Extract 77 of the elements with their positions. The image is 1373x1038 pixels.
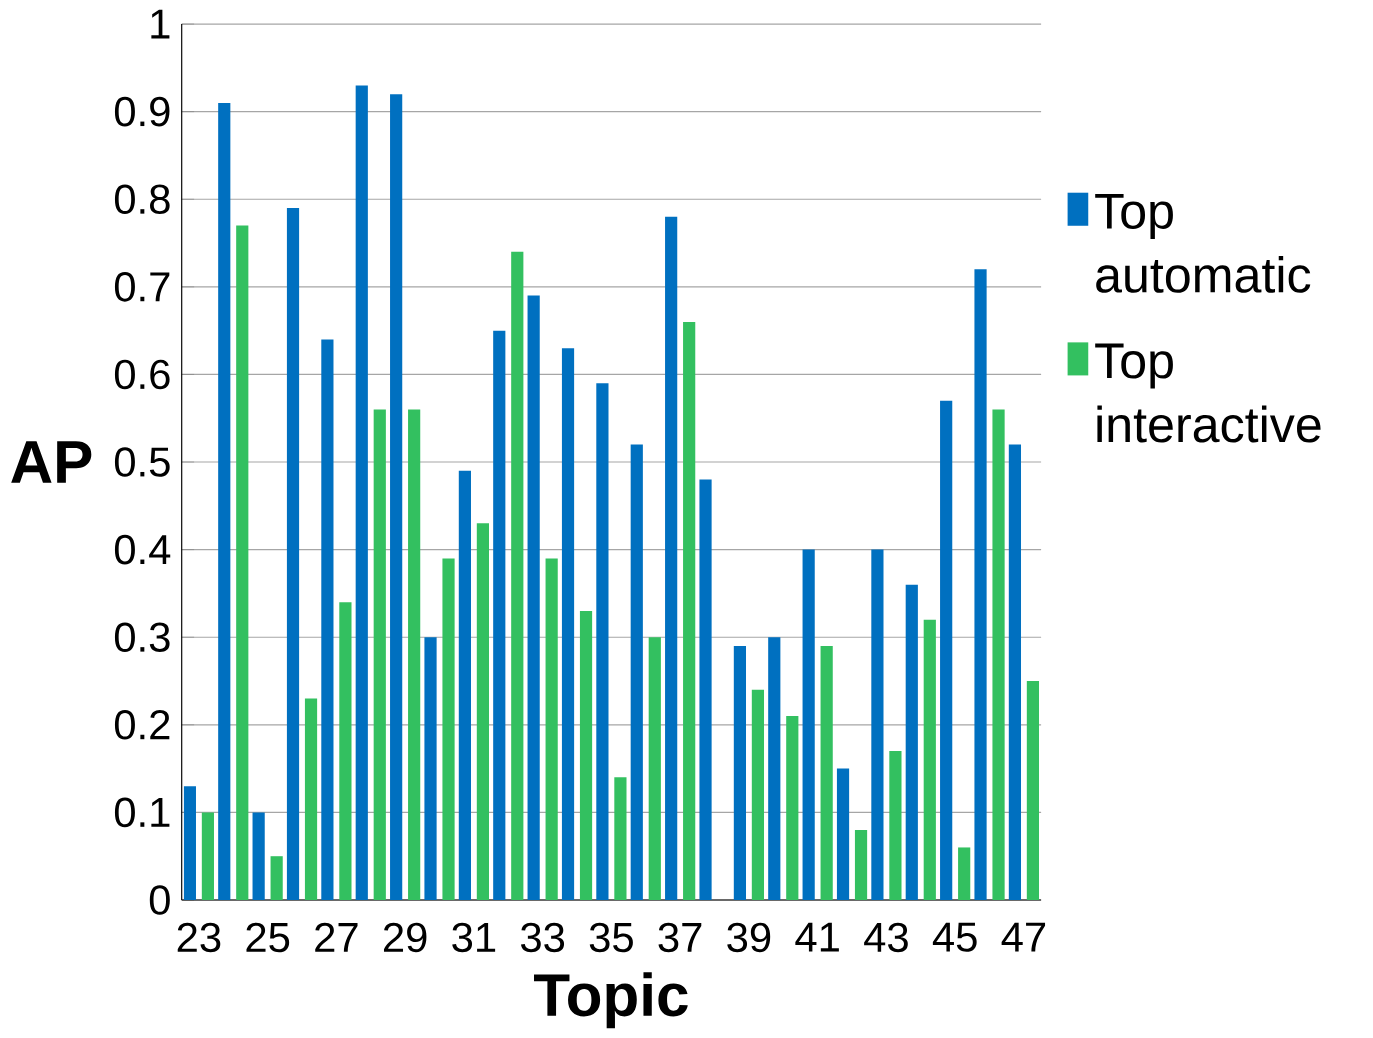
y-tick-label: 0: [149, 885, 170, 915]
bar: [1026, 680, 1040, 900]
bar: [923, 619, 936, 900]
y-tick-label: 0.6: [114, 359, 170, 390]
bar: [252, 812, 265, 900]
bar: [373, 409, 386, 900]
bar: [408, 409, 421, 900]
bar: [1008, 444, 1022, 900]
x-tick-label: 39: [727, 922, 771, 953]
bar: [889, 751, 902, 900]
bar: [201, 812, 214, 900]
bar: [527, 295, 540, 900]
x-tick-label: 45: [932, 922, 977, 952]
x-tick-label: 35: [589, 922, 633, 953]
x-tick-label: 43: [864, 922, 908, 953]
bar: [768, 637, 781, 900]
bar: [940, 400, 953, 900]
x-tick-label: 47: [1001, 922, 1046, 952]
bar: [270, 856, 283, 900]
bar: [614, 777, 627, 900]
bar: [596, 383, 609, 900]
bar: [424, 637, 437, 900]
x-tick-label: 27: [315, 922, 358, 952]
bar: [820, 645, 833, 900]
x-tick-label: 31: [452, 922, 496, 953]
bar: [854, 829, 868, 900]
y-tick-label: 0.5: [114, 447, 170, 477]
bar: [683, 321, 696, 900]
bar: [871, 549, 884, 900]
x-tick-label: 23: [177, 922, 221, 953]
bar: [476, 523, 489, 900]
bar: [236, 225, 249, 900]
bar: [390, 94, 403, 900]
bar: [579, 610, 593, 900]
bar: [648, 637, 661, 900]
x-tick-label: 41: [795, 922, 839, 952]
bar: [958, 847, 971, 900]
bar: [561, 348, 575, 900]
bar: [321, 339, 334, 900]
bar: [630, 444, 643, 900]
y-tick-label: 0.7: [114, 272, 170, 302]
bar: [442, 558, 455, 900]
bar: [218, 102, 231, 900]
bar: [905, 584, 918, 900]
bar: [304, 698, 318, 900]
x-tick-label: 29: [383, 922, 427, 953]
bar: [458, 470, 471, 900]
x-tick-label: 25: [246, 922, 290, 953]
bar: [751, 689, 765, 900]
bar: [355, 85, 368, 900]
bar: [802, 549, 815, 900]
bar: [665, 216, 678, 900]
x-tick-label: 37: [658, 922, 702, 953]
y-tick-label: 0.4: [114, 534, 171, 565]
bar: [836, 768, 850, 900]
y-tick-label: 0.2: [114, 709, 170, 740]
y-axis-title: AP: [11, 441, 92, 483]
bar: [511, 251, 524, 900]
y-tick-label: 0.8: [114, 184, 170, 215]
bar: [974, 269, 987, 900]
bar: [992, 409, 1005, 900]
bar: [786, 716, 799, 900]
bar: [183, 786, 196, 900]
y-tick-label: 0.3: [114, 622, 170, 653]
bar: [545, 558, 558, 900]
bar: [493, 330, 506, 900]
bar: [339, 602, 352, 900]
x-tick-label: 33: [520, 922, 565, 953]
bar: [286, 208, 300, 900]
x-axis-title: Topic: [534, 972, 688, 1029]
y-tick-label: 0.9: [114, 96, 170, 127]
legend-label: Top automatic: [1095, 193, 1311, 293]
bar: [699, 479, 712, 900]
bar: [733, 645, 747, 900]
y-tick-label: 1: [151, 9, 170, 39]
legend-label: Top interactive: [1095, 343, 1321, 443]
y-tick-label: 0.1: [114, 797, 170, 828]
